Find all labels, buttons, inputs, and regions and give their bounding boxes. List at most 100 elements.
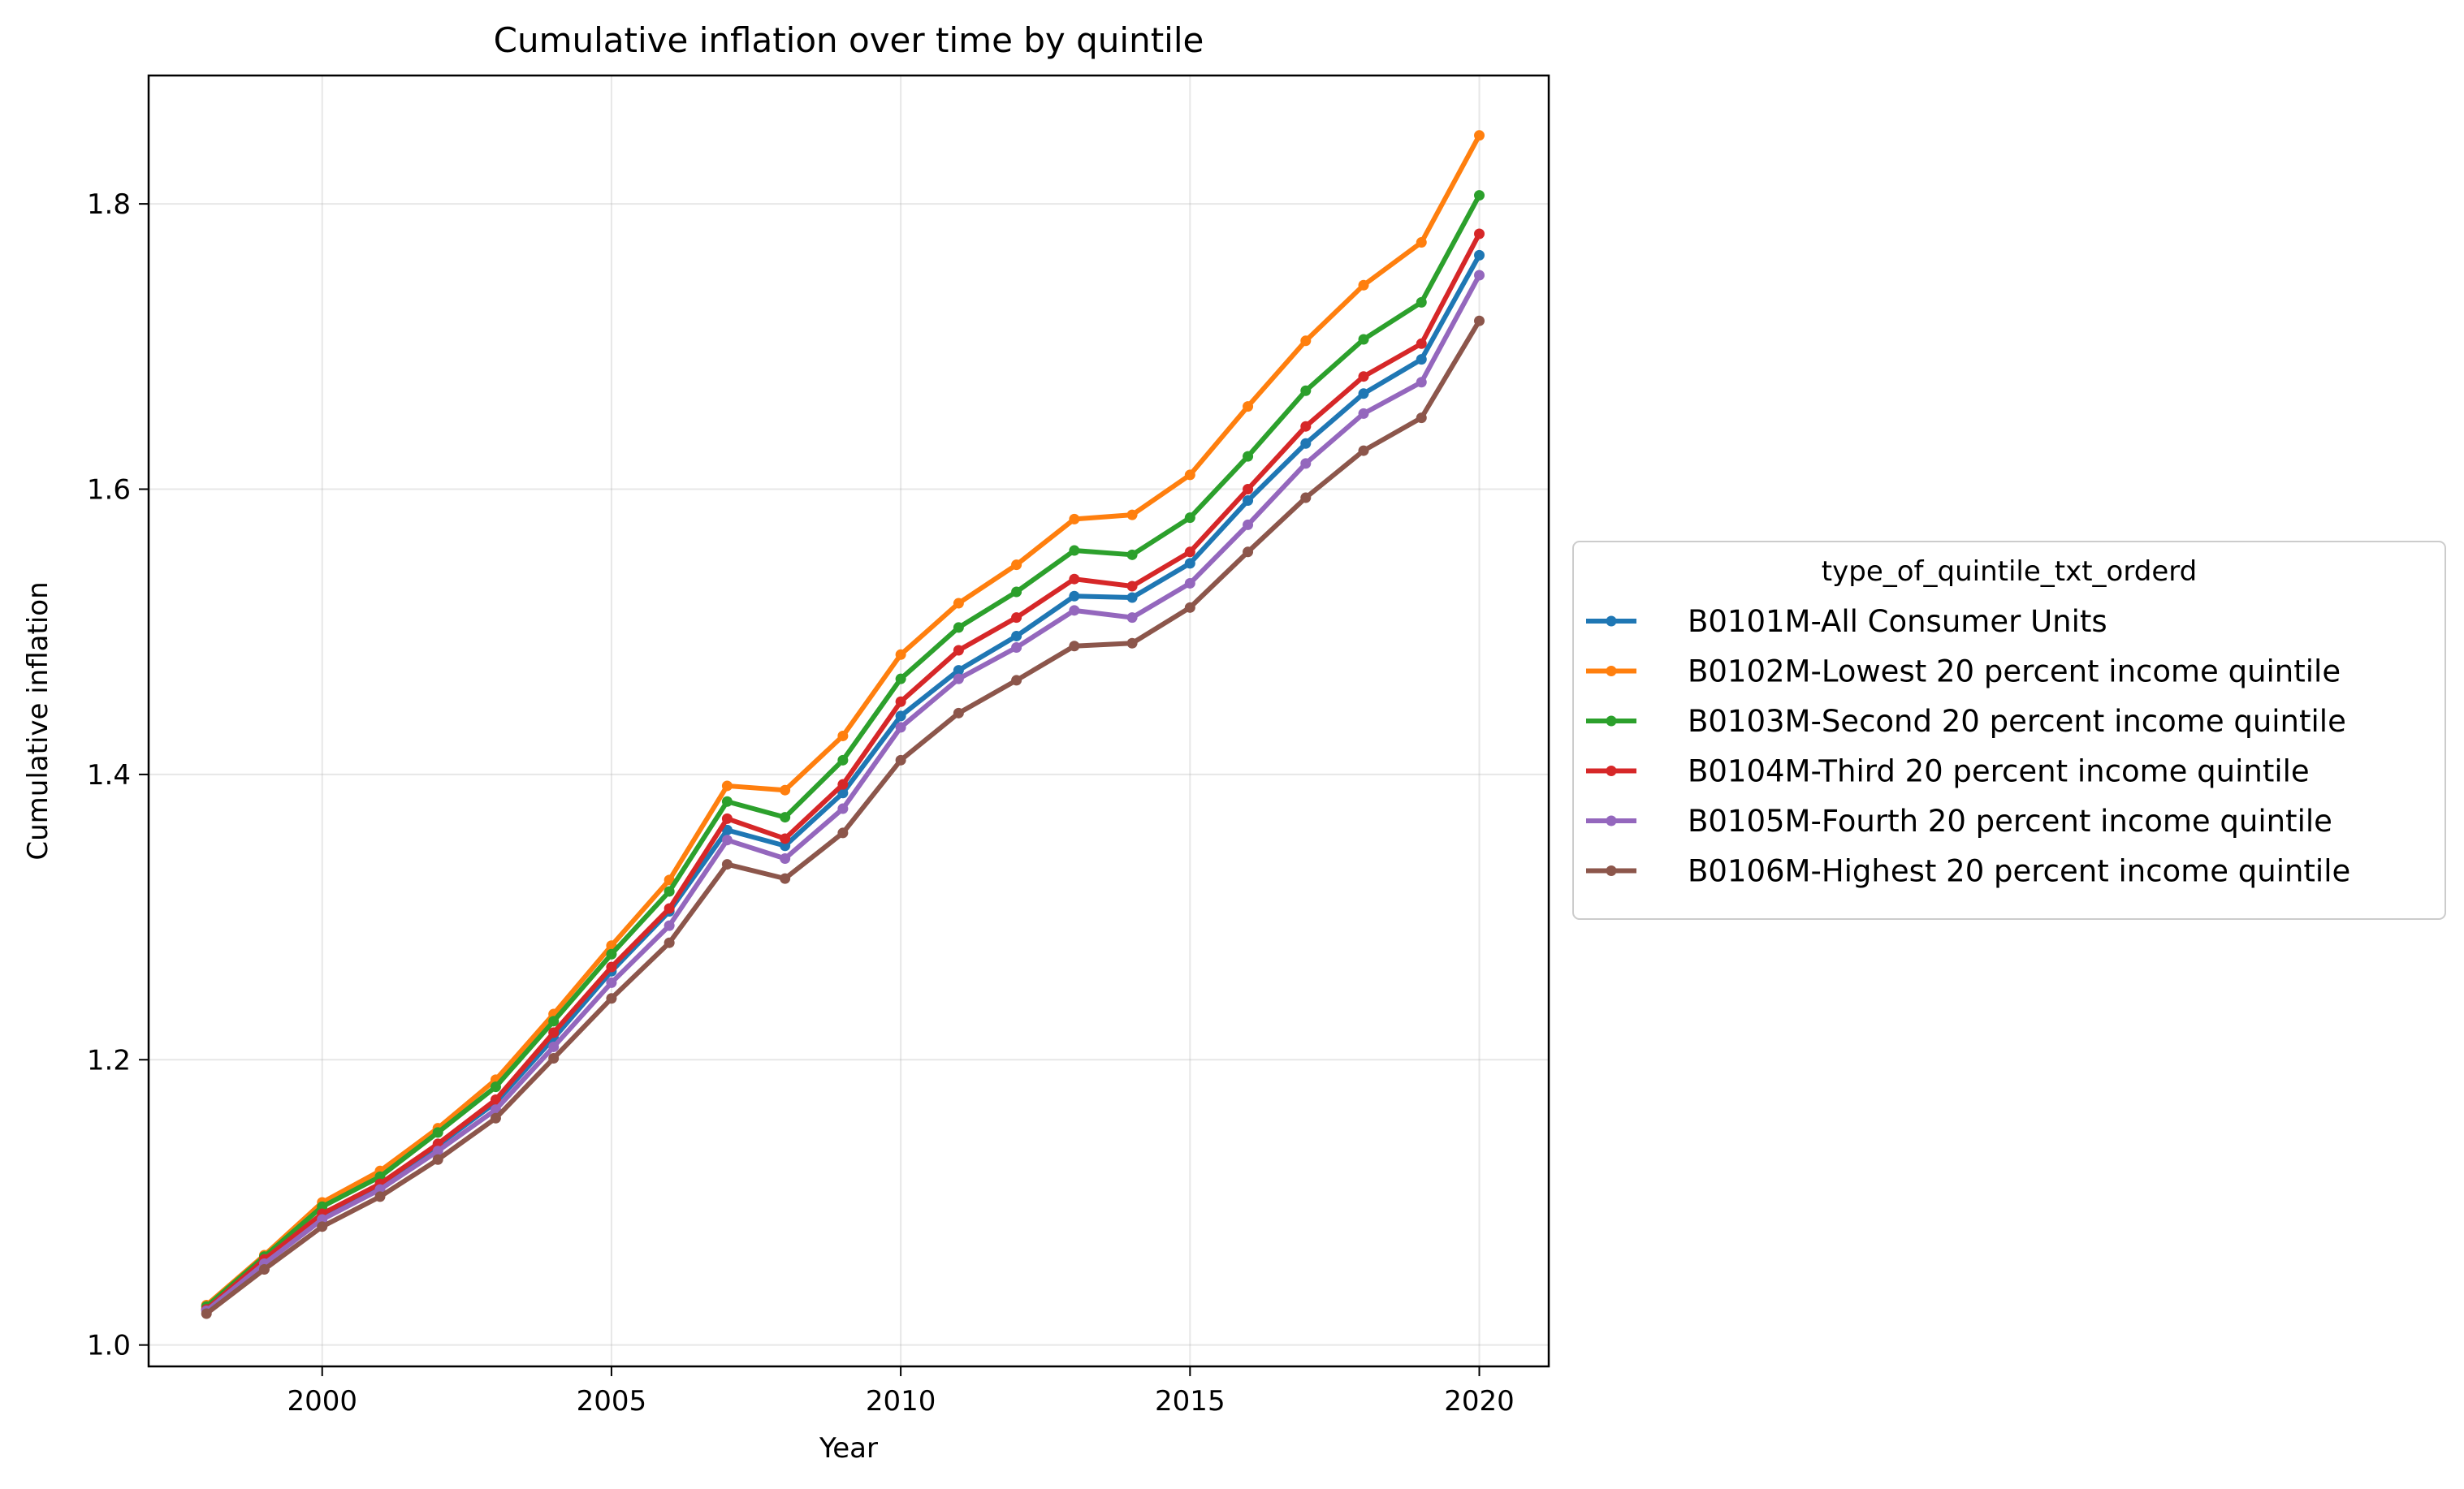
data-point (1474, 270, 1485, 281)
data-point (548, 1041, 560, 1052)
legend-swatch-marker (1606, 766, 1617, 776)
y-tick-label: 1.0 (87, 1330, 131, 1362)
data-point (664, 886, 675, 897)
data-point (1358, 408, 1369, 419)
data-point (837, 803, 849, 814)
data-point (1184, 546, 1195, 558)
data-point (1358, 279, 1369, 291)
data-point (1300, 335, 1312, 347)
x-tick-label: 2010 (866, 1385, 936, 1418)
data-point (1069, 590, 1080, 602)
data-point (1011, 559, 1022, 571)
data-point (664, 903, 675, 914)
data-point (548, 1053, 560, 1064)
data-point (1358, 445, 1369, 456)
legend-items: B0101M-All Consumer Units B0102M-Lowest 2… (1586, 604, 2350, 889)
legend-swatch-marker (1606, 666, 1617, 676)
data-point (780, 873, 791, 884)
x-tick-label: 2000 (287, 1385, 357, 1418)
data-point (1243, 519, 1254, 530)
data-point (1184, 469, 1195, 481)
data-point (721, 796, 733, 807)
x-axis: 2000 2005 2010 2015 2020 (287, 1366, 1515, 1418)
data-point (1358, 371, 1369, 382)
data-point (1416, 412, 1427, 424)
data-point (1184, 558, 1195, 569)
data-point (1184, 602, 1195, 613)
data-point (780, 812, 791, 823)
data-point (1416, 338, 1427, 349)
data-point (258, 1264, 270, 1275)
legend-label: B0105M-Fourth 20 percent income quintile (1688, 804, 2332, 839)
plot-frame (147, 74, 1550, 1368)
data-point (1474, 228, 1485, 240)
data-point (374, 1191, 386, 1202)
data-point (1243, 451, 1254, 462)
data-point (721, 859, 733, 870)
data-point (1069, 641, 1080, 652)
data-point (432, 1154, 443, 1165)
data-point (895, 710, 906, 722)
series-group (201, 130, 1485, 1319)
data-point (780, 784, 791, 796)
data-point (721, 824, 733, 835)
data-point (606, 948, 617, 960)
y-axis: 1.0 1.2 1.4 1.6 1.8 (87, 188, 149, 1362)
data-point (201, 1308, 212, 1319)
data-point (606, 993, 617, 1004)
x-tick-label: 2015 (1155, 1385, 1226, 1418)
y-tick-label: 1.8 (87, 188, 131, 221)
legend-box (1572, 541, 2446, 920)
legend-item: B0101M-All Consumer Units (1586, 604, 2107, 639)
data-point (1126, 637, 1138, 649)
series-3 (201, 190, 1485, 1312)
legend-label: B0104M-Third 20 percent income quintile (1688, 754, 2310, 789)
data-point (1126, 509, 1138, 520)
data-point (548, 1016, 560, 1027)
legend: type_of_quintile_txt_orderd B0101M-All C… (1572, 541, 2446, 920)
data-point (1416, 237, 1427, 248)
data-point (780, 853, 791, 865)
x-tick-label: 2020 (1444, 1385, 1515, 1418)
y-tick-label: 1.2 (87, 1044, 131, 1077)
data-point (606, 961, 617, 973)
data-point (317, 1221, 328, 1232)
data-point (1243, 495, 1254, 507)
data-point (1011, 642, 1022, 654)
data-point (837, 827, 849, 839)
data-point (721, 835, 733, 846)
data-point (606, 977, 617, 988)
data-point (1300, 492, 1312, 503)
data-point (837, 730, 849, 741)
data-point (1300, 385, 1312, 396)
data-point (1474, 130, 1485, 141)
legend-swatch-marker (1606, 715, 1617, 727)
data-point (1069, 545, 1080, 556)
legend-label: B0103M-Second 20 percent income quintile (1688, 704, 2346, 739)
legend-swatch-marker (1606, 865, 1617, 876)
data-point (1126, 549, 1138, 560)
data-point (490, 1094, 501, 1105)
legend-item: B0105M-Fourth 20 percent income quintile (1586, 804, 2332, 839)
data-point (1011, 612, 1022, 624)
data-point (1474, 315, 1485, 326)
data-point (895, 696, 906, 707)
data-point (895, 754, 906, 766)
data-point (548, 1027, 560, 1038)
data-point (1243, 484, 1254, 495)
data-point (895, 673, 906, 684)
data-point (953, 598, 964, 609)
data-point (721, 813, 733, 824)
data-point (837, 788, 849, 799)
data-point (953, 707, 964, 719)
data-point (664, 874, 675, 886)
legend-label: B0106M-Highest 20 percent income quintil… (1688, 854, 2350, 889)
data-point (1474, 249, 1485, 261)
data-point (837, 754, 849, 766)
data-point (490, 1112, 501, 1124)
data-point (1300, 458, 1312, 469)
data-point (837, 779, 849, 790)
chart-title: Cumulative inflation over time by quinti… (494, 20, 1204, 60)
data-point (1011, 630, 1022, 641)
data-point (1184, 512, 1195, 524)
